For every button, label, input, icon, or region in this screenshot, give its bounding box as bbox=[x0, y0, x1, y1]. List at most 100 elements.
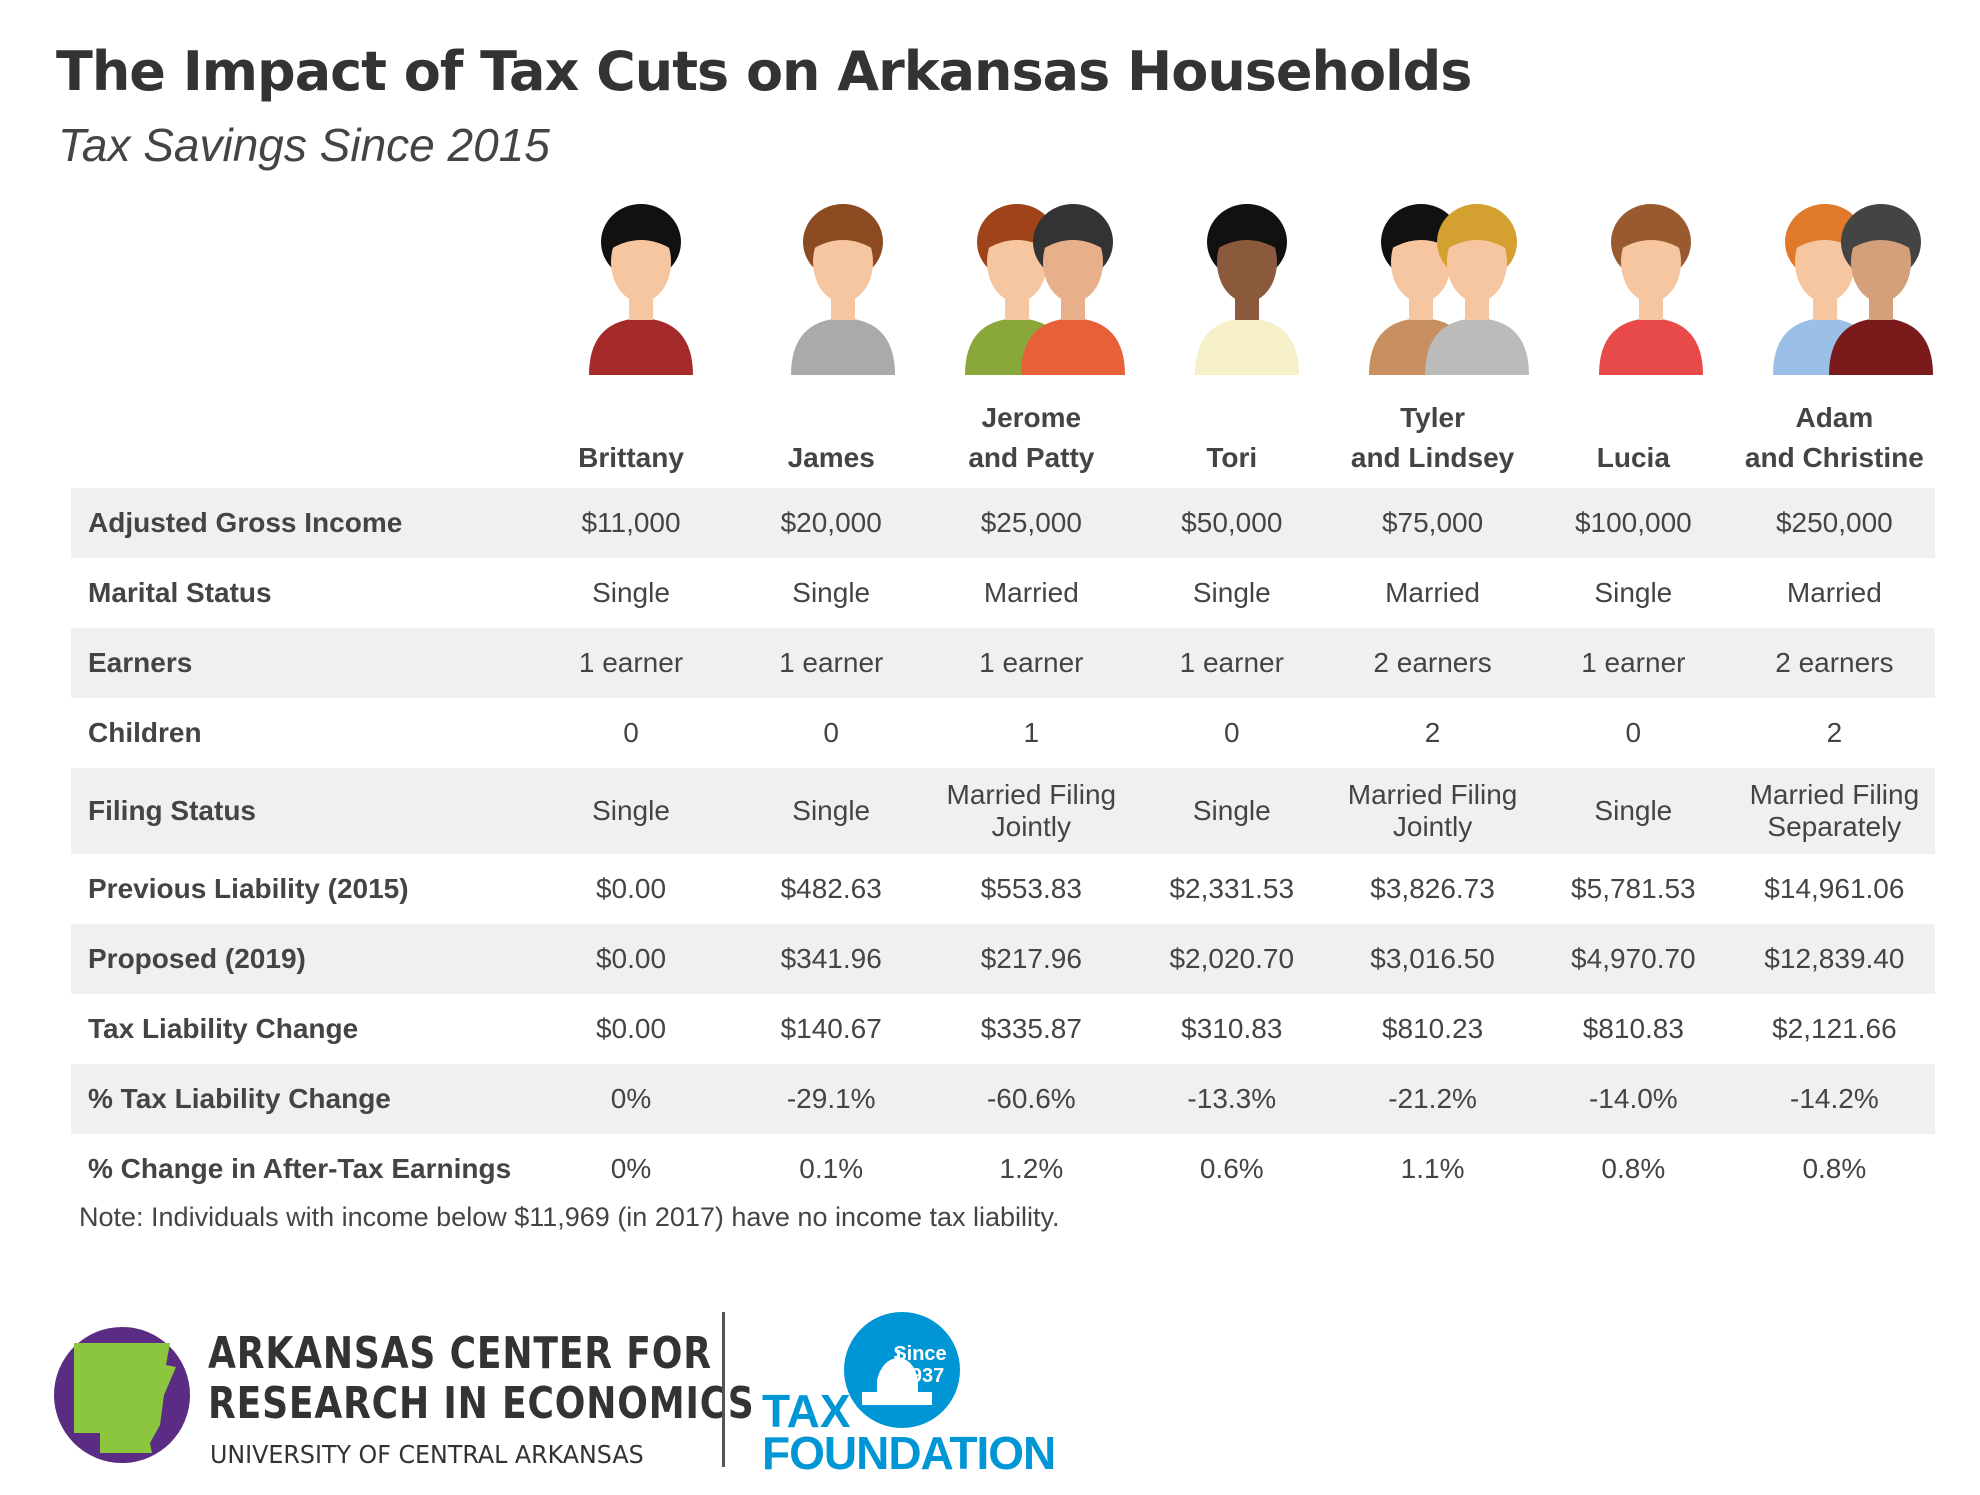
table-cell: 1 earner bbox=[931, 628, 1132, 698]
table-cell: Married bbox=[1786, 577, 1882, 608]
table-cell: $25,000 bbox=[931, 488, 1132, 558]
table-cell: 0.8% bbox=[1601, 1153, 1666, 1184]
table-row: % Tax Liability Change 0% -29.1% -60.6% -13.… bbox=[71, 1064, 1935, 1134]
avatar-part bbox=[1389, 211, 1453, 250]
table-row: Earners 1 earner 1 earner 1 earner 1 earner 2… bbox=[71, 628, 1935, 698]
row-label: Tax Liability Change bbox=[88, 1013, 359, 1044]
tf-line2: FOUNDATION bbox=[762, 1427, 1056, 1479]
column-header-line: and Christine bbox=[1744, 442, 1924, 473]
table-cell: Married Filing Separately bbox=[1733, 768, 1935, 854]
table-cell: $0.00 bbox=[595, 1013, 667, 1044]
acre-line3: UNIVERSITY OF CENTRAL ARKANSAS bbox=[210, 1440, 644, 1469]
header-row: Brittany James Jerome and Patty Tori Tyler and… bbox=[71, 380, 1935, 488]
tf-year: 1937 bbox=[900, 1365, 945, 1387]
table-cell: Married bbox=[983, 577, 1079, 608]
column-header: Lucia bbox=[1533, 380, 1734, 488]
table-cell: 2 bbox=[1826, 717, 1843, 748]
corner bbox=[71, 380, 531, 488]
column-header: Brittany bbox=[531, 380, 731, 488]
row-label: Earners bbox=[71, 628, 531, 698]
table-cell: $335.87 bbox=[980, 1013, 1082, 1044]
avatar-part bbox=[1793, 211, 1857, 250]
table-cell: $310.83 bbox=[1181, 1013, 1283, 1044]
row-label: Previous Liability (2015) bbox=[88, 873, 409, 904]
row-label: % Change in After-Tax Earnings bbox=[88, 1153, 512, 1184]
table-cell: 0 bbox=[623, 717, 639, 748]
table-row: Previous Liability (2015) $0.00 $482.63 $55… bbox=[71, 854, 1935, 924]
avatar-part bbox=[811, 211, 875, 250]
table-row: Filing Status Single Single Married Filing … bbox=[71, 768, 1935, 854]
table-cell: 2 earners bbox=[1733, 628, 1935, 698]
table-cell: -14.2% bbox=[1733, 1064, 1935, 1134]
table-row: % Change in After-Tax Earnings 0% 0.1% 1.2%… bbox=[71, 1134, 1935, 1204]
table-row: Children 0 0 1 0 2 0 2 bbox=[71, 698, 1935, 768]
table-cell: Single bbox=[530, 768, 732, 854]
divider bbox=[722, 1312, 725, 1467]
title: The Impact of Tax Cuts on Arkansas House… bbox=[56, 40, 1472, 103]
table-cell: $100,000 bbox=[1532, 488, 1734, 558]
avatar-part bbox=[1021, 318, 1125, 375]
table-cell: -14.0% bbox=[1532, 1064, 1734, 1134]
table-cell: $2,020.70 bbox=[1131, 924, 1333, 994]
column-header-line: Tyler bbox=[1400, 402, 1465, 433]
table-cell: 1.1% bbox=[1400, 1153, 1465, 1184]
note: Note: Individuals with income below $11,… bbox=[79, 1202, 1060, 1232]
table-cell: Single bbox=[1532, 768, 1734, 854]
table-cell: 0 bbox=[1625, 717, 1642, 748]
table-cell: Single bbox=[1594, 577, 1673, 608]
column-header: Adam and Christine bbox=[1734, 380, 1935, 488]
avatar-part bbox=[1041, 211, 1105, 250]
table-cell: $810.23 bbox=[1381, 1013, 1484, 1044]
table-cell: 2 earners bbox=[1332, 628, 1533, 698]
table-cell: $3,826.73 bbox=[1370, 873, 1495, 904]
row-label: Children bbox=[88, 717, 202, 748]
table-cell: 1 earner bbox=[530, 628, 732, 698]
table-cell: $20,000 bbox=[731, 488, 932, 558]
table-cell: 0% bbox=[610, 1153, 652, 1184]
comparison-table: Brittany James Jerome and Patty Tori Tyler and… bbox=[71, 380, 1935, 1204]
table-cell: 0.1% bbox=[799, 1153, 864, 1184]
column-header-line: Lucia bbox=[1596, 442, 1670, 473]
acre-logo-mark bbox=[54, 1327, 190, 1463]
table-cell: Single bbox=[731, 768, 932, 854]
table-cell: 0 bbox=[823, 717, 839, 748]
table-cell: 1 earner bbox=[731, 628, 932, 698]
table-cell: $12,839.40 bbox=[1733, 924, 1935, 994]
acre-line2: RESEARCH IN ECONOMICS bbox=[208, 1378, 755, 1429]
tf-since: Since bbox=[893, 1343, 946, 1365]
avatar-part bbox=[1849, 211, 1913, 250]
table-cell: $2,121.66 bbox=[1772, 1013, 1897, 1044]
table-cell: 1.2% bbox=[999, 1153, 1064, 1184]
table-row: Proposed (2019) $0.00 $341.96 $217.96 $2,020… bbox=[71, 924, 1935, 994]
table-cell: $0.00 bbox=[530, 924, 732, 994]
table-cell: $482.63 bbox=[780, 873, 882, 904]
table-cell: 0 bbox=[1223, 717, 1240, 748]
column-header-line: James bbox=[787, 442, 875, 473]
table-cell: 1 earner bbox=[1532, 628, 1734, 698]
table-cell: 0.8% bbox=[1802, 1153, 1867, 1184]
table-cell: $14,961.06 bbox=[1764, 873, 1905, 904]
table-cell: $140.67 bbox=[780, 1013, 882, 1044]
table-cell: 2 bbox=[1424, 717, 1441, 748]
row-label: Filing Status bbox=[71, 768, 531, 854]
avatar-part bbox=[1195, 318, 1299, 375]
row-label: Proposed (2019) bbox=[71, 924, 531, 994]
table-cell: -21.2% bbox=[1332, 1064, 1533, 1134]
avatar-part bbox=[1599, 318, 1703, 375]
row-label: % Tax Liability Change bbox=[71, 1064, 531, 1134]
tf-line1: TAX bbox=[762, 1385, 851, 1437]
table-cell: 1 earner bbox=[1131, 628, 1333, 698]
table-cell: $553.83 bbox=[980, 873, 1082, 904]
table-cell: $0.00 bbox=[595, 873, 667, 904]
table-cell: $217.96 bbox=[931, 924, 1132, 994]
column-header-line: Tori bbox=[1206, 442, 1258, 473]
row-label: Marital Status bbox=[88, 577, 272, 608]
row-label: Adjusted Gross Income bbox=[71, 488, 531, 558]
column-header-line: Jerome bbox=[981, 402, 1082, 433]
avatar-part bbox=[609, 211, 673, 250]
column-header-line: and Lindsey bbox=[1350, 442, 1515, 473]
avatars bbox=[589, 204, 1933, 375]
table-cell: $810.83 bbox=[1582, 1013, 1684, 1044]
table-cell: -60.6% bbox=[931, 1064, 1132, 1134]
